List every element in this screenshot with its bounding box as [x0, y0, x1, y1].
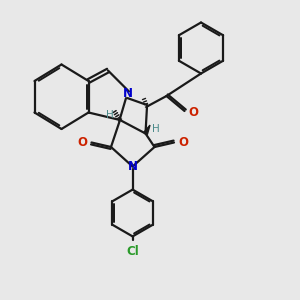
- Text: N: N: [122, 86, 133, 100]
- Polygon shape: [144, 125, 150, 134]
- Text: O: O: [78, 136, 88, 149]
- Text: H: H: [106, 110, 113, 120]
- Text: O: O: [188, 106, 198, 119]
- Text: N: N: [128, 160, 138, 173]
- Text: O: O: [178, 136, 188, 149]
- Text: Cl: Cl: [126, 245, 139, 258]
- Text: H: H: [152, 124, 160, 134]
